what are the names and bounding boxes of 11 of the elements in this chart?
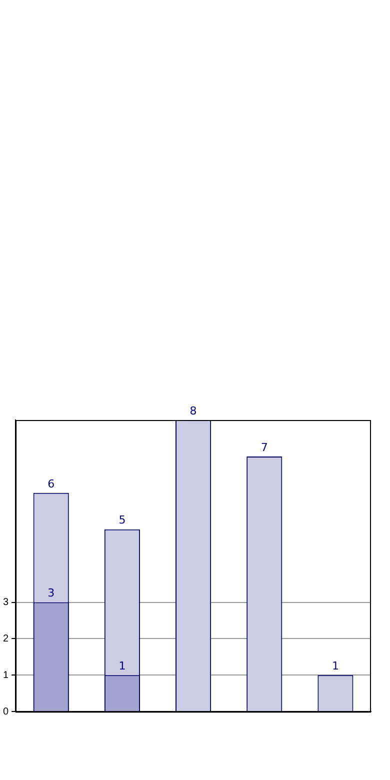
data-label: 5 <box>118 514 126 527</box>
y-tick-label: 3 <box>3 597 9 608</box>
data-label: 8 <box>190 404 197 418</box>
y-tick-label: 0 <box>3 706 9 718</box>
data-label: 6 <box>48 477 55 490</box>
y-tick-label: 2 <box>3 633 9 644</box>
data-label: 1 <box>118 660 126 673</box>
data-label: 7 <box>260 440 268 454</box>
data-label: 3 <box>48 586 55 600</box>
y-tick-label: 1 <box>3 670 9 681</box>
data-label: 1 <box>332 660 339 673</box>
